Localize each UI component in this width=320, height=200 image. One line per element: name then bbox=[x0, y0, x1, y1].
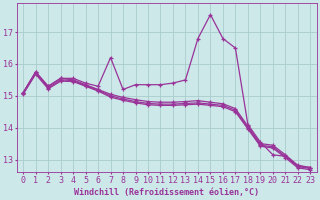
X-axis label: Windchill (Refroidissement éolien,°C): Windchill (Refroidissement éolien,°C) bbox=[74, 188, 259, 197]
